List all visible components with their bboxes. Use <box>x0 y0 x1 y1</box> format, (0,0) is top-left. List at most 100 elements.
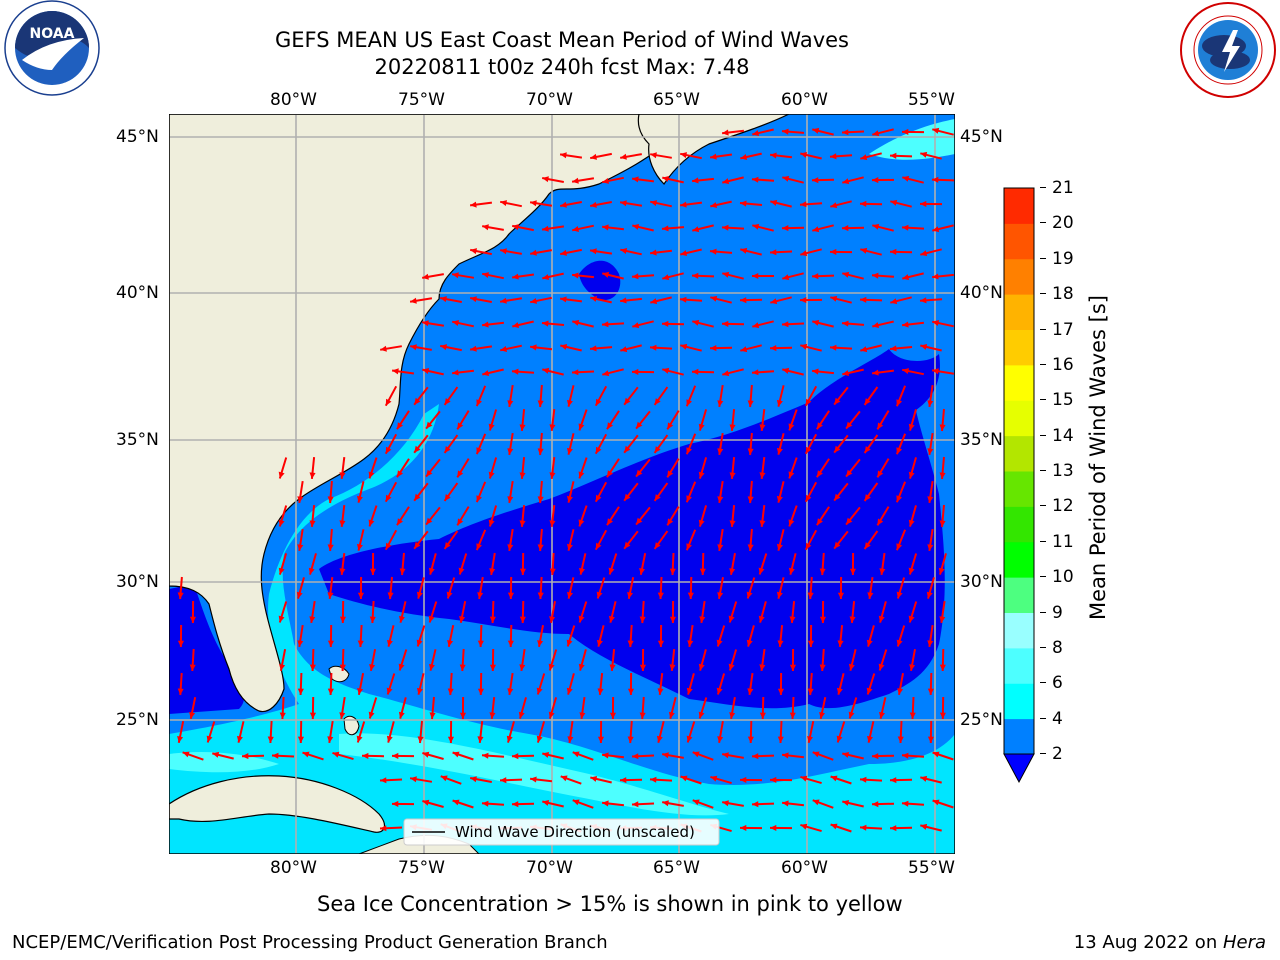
lon-label-top: 55°W <box>908 90 955 110</box>
wave-direction-arrowhead <box>890 777 897 784</box>
wave-direction-arrowhead <box>680 296 687 303</box>
wave-direction-arrowhead <box>567 543 573 551</box>
colorbar-segment <box>1004 364 1034 401</box>
land-bahamas <box>343 715 360 736</box>
colorbar-tick-mark <box>1040 505 1046 507</box>
wave-direction-arrowhead <box>482 272 489 278</box>
wave-direction-arrowhead <box>877 470 884 478</box>
wave-direction-arrowhead <box>422 368 430 374</box>
wave-direction-arrowhead <box>902 321 909 328</box>
wave-direction-arrowhead <box>782 367 790 374</box>
wave-direction-arrowhead <box>759 472 766 479</box>
wave-direction-arrowhead <box>699 616 706 623</box>
wave-direction-arrowhead <box>877 422 884 430</box>
wave-direction-arrowhead <box>920 775 928 782</box>
wave-direction-arrowhead <box>812 127 820 134</box>
wave-direction-arrowhead <box>512 273 519 280</box>
lat-label-left: 40°N <box>116 283 159 303</box>
wave-direction-arrowhead <box>782 175 790 182</box>
lon-label-top: 60°W <box>781 90 828 110</box>
wave-direction-arrowhead <box>476 447 482 455</box>
wave-direction-arrowhead <box>476 399 482 407</box>
wave-direction-arrowhead <box>662 800 669 807</box>
wave-direction-arrowhead <box>507 400 514 407</box>
wave-direction-arrowhead <box>752 369 759 376</box>
lon-label-bottom: 65°W <box>653 858 700 878</box>
wave-direction-arrowhead <box>500 297 507 304</box>
wave-direction-arrowhead <box>429 712 436 719</box>
wave-direction-arrowhead <box>578 663 585 671</box>
wave-direction-arrowhead <box>620 297 627 304</box>
wave-direction-arrowhead <box>830 344 837 351</box>
wave-direction-arrowhead <box>836 735 843 743</box>
wave-direction-arrowhead <box>339 616 346 623</box>
wave-direction-arrowhead <box>595 542 602 550</box>
wave-direction-arrowhead <box>398 663 405 671</box>
wave-direction-arrowhead <box>710 345 717 352</box>
wave-direction-arrowhead <box>414 397 421 405</box>
wave-direction-arrowhead <box>680 201 687 208</box>
colorbar-tick-label: 6 <box>1052 673 1063 694</box>
wave-direction-arrowhead <box>537 544 544 551</box>
wave-direction-arrowhead <box>624 493 631 501</box>
wave-direction-arrowhead <box>650 298 658 305</box>
wave-direction-arrowhead <box>657 592 664 599</box>
wave-direction-arrowhead <box>866 687 873 695</box>
wave-direction-arrowhead <box>482 321 489 328</box>
wave-direction-arrowhead <box>602 321 609 328</box>
wave-direction-arrowhead <box>327 496 334 503</box>
wave-direction-arrowhead <box>327 544 334 551</box>
legend-label: Wind Wave Direction (unscaled) <box>455 823 695 841</box>
colorbar-segment <box>1004 294 1034 330</box>
wave-direction-arrowhead <box>639 664 646 671</box>
wave-direction-arrowhead <box>860 296 867 303</box>
wave-direction-arrowhead <box>327 592 334 599</box>
lon-label-bottom: 70°W <box>526 858 573 878</box>
wave-direction-arrowhead <box>620 153 627 160</box>
wave-direction-arrowhead <box>309 472 316 479</box>
wave-direction-arrowhead <box>770 152 777 159</box>
wave-direction-arrowhead <box>620 248 628 254</box>
wave-direction-arrowhead <box>212 751 220 758</box>
colorbar-tick-label: 11 <box>1052 531 1074 552</box>
wave-direction-arrowhead <box>819 616 826 623</box>
wave-direction-arrowhead <box>747 400 754 407</box>
wave-direction-arrowhead <box>864 446 871 453</box>
wave-direction-arrowhead <box>897 688 904 695</box>
wave-direction-arrowhead <box>812 319 820 326</box>
wave-direction-arrowhead <box>747 448 754 455</box>
wave-direction-arrowhead <box>752 801 759 808</box>
wave-direction-arrowhead <box>267 736 274 743</box>
colorbar-tick-label: 4 <box>1052 708 1063 729</box>
wave-direction-arrowhead <box>837 640 844 647</box>
short-period-blob <box>579 260 621 300</box>
lat-label-left: 35°N <box>116 430 159 450</box>
wave-direction-arrowhead <box>717 400 724 407</box>
wave-direction-arrowhead <box>834 397 841 405</box>
wave-direction-arrowhead <box>444 494 451 501</box>
wave-direction-arrowhead <box>717 544 724 551</box>
wave-direction-arrowhead <box>327 688 334 695</box>
wave-direction-arrowhead <box>368 471 375 479</box>
wave-direction-arrowhead <box>842 225 849 232</box>
wave-direction-arrowhead <box>339 664 346 671</box>
wave-direction-arrowhead <box>560 775 568 782</box>
wave-direction-arrowhead <box>519 664 526 671</box>
wave-direction-arrowhead <box>698 519 705 527</box>
wave-direction-arrowhead <box>440 775 448 782</box>
wave-direction-arrowhead <box>452 320 459 326</box>
wave-direction-arrowhead <box>747 736 754 743</box>
wave-direction-arrowhead <box>470 201 477 208</box>
wave-direction-arrowhead <box>327 640 334 647</box>
wave-direction-arrowhead <box>740 297 747 304</box>
wave-direction-arrowhead <box>567 495 573 503</box>
wave-direction-arrowhead <box>410 297 417 304</box>
wave-direction-arrowhead <box>624 541 631 549</box>
wave-direction-arrowhead <box>607 422 613 430</box>
wave-direction-arrowhead <box>327 736 334 743</box>
wave-direction-arrowhead <box>530 249 537 256</box>
wave-direction-arrowhead <box>639 568 645 575</box>
wave-direction-arrowhead <box>740 247 748 254</box>
wave-direction-arrowhead <box>654 446 661 453</box>
gridlines <box>169 114 955 854</box>
